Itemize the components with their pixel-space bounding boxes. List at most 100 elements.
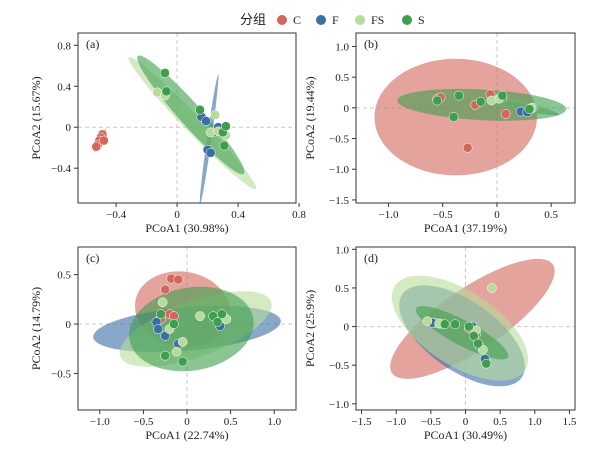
panel-d-point-s-5 (481, 358, 492, 369)
panel-b-point-s-4 (497, 90, 508, 101)
panel-d-ytick-label-2: 0 (344, 322, 350, 334)
panel-c-xtick-label-2: 0 (184, 416, 190, 428)
panel-c-ytick-label-1: 0 (66, 319, 72, 331)
panel-c-ylabel: PCoA2 (14.79%) (29, 287, 43, 370)
legend-items: C F FS S (277, 13, 425, 27)
panel-b-plot-area (356, 33, 575, 203)
legend-marker-f (316, 15, 326, 25)
panel-d-point-s-0 (439, 319, 450, 330)
panel-b-xtick-label-0: −1.0 (379, 209, 399, 221)
panel-d: −1.5 −1.0 −0.5 0 0.5 1.0 1.5−1.0−0.500.51.0PCo… (303, 244, 577, 442)
panel-b-point-s-0 (432, 95, 443, 106)
panel-c-point-s-5 (177, 356, 188, 367)
panel-b-ytick-label-0: −1.5 (329, 195, 349, 207)
panel-d-xtick-label-0: −1.5 (352, 416, 372, 428)
panel-b-ytick-label-2: −0.5 (329, 134, 349, 146)
panel-a-point-f-1 (201, 116, 211, 126)
panel-d-ylabel: PCoA2 (25.9%) (303, 290, 317, 367)
panel-a-tag: (a) (86, 37, 99, 51)
panel-c-xtick-label-4: 1.0 (267, 416, 281, 428)
panel-c-tag: (c) (86, 251, 99, 265)
panel-a-point-fs-5 (210, 110, 221, 120)
legend-title: 分组 (240, 13, 266, 28)
panel-d-ytick-label-3: 0.5 (335, 283, 349, 295)
panel-d-plot-area (356, 247, 575, 410)
legend-marker-s (402, 15, 412, 25)
legend-marker-c (277, 15, 287, 25)
panel-a-ticks: −0.4 0 0.4 0.8 −0.4 0 0.4 0.8 (51, 40, 306, 221)
panel-b-point-s-2 (475, 96, 486, 107)
panel-a-xtick-label-2: 0.4 (231, 209, 245, 221)
legend-label-fs: FS (371, 13, 384, 27)
legend-label-s: S (418, 13, 425, 27)
panel-a-ellipse-s (137, 55, 245, 175)
panel-c-ellipse-s (129, 286, 254, 372)
panel-d-xtick-label-4: 0.5 (493, 416, 507, 428)
panel-c-point-s-0 (155, 309, 166, 320)
panel-c-point-fs-5 (171, 346, 182, 357)
panel-c-point-f-1 (153, 324, 164, 334)
panel-b-point-c-4 (462, 142, 473, 153)
panel-a-ylabel: PCoA2 (15.67%) (29, 76, 43, 159)
panel-b-ylabel: PCoA2 (19.44%) (303, 76, 317, 159)
panel-d-point-s-1 (450, 319, 460, 330)
panel-c-point-s-1 (169, 319, 179, 329)
panel-b-point-s-3 (448, 112, 459, 122)
panel-c-ytick-label-2: 0.5 (57, 270, 71, 282)
panel-c-xlabel: PCoA1 (22.74%) (145, 428, 228, 442)
panel-c-plot-area (78, 247, 296, 410)
panel-a-point-s-5 (221, 121, 231, 132)
panel-b-ytick-label-5: 1.0 (335, 42, 349, 54)
panel-c-point-s-6 (217, 309, 227, 320)
panel-c-point-c-2 (160, 284, 171, 295)
panel-a-frame (77, 32, 297, 204)
panel-a-xlabel: PCoA1 (30.98%) (145, 221, 228, 235)
panel-a-point-s-1 (161, 86, 172, 97)
panel-d-xtick-label-1: −1.0 (386, 416, 406, 428)
panel-d-xtick-label-2: −0.5 (421, 416, 441, 428)
panel-c-point-fs-2 (177, 336, 188, 347)
panel-b-point-s-1 (454, 90, 464, 101)
legend-marker-fs (355, 15, 365, 25)
panel-d-ticks: −1.5 −1.0 −0.5 0 0.5 1.0 1.5−1.0−0.500.51.0 (329, 244, 577, 428)
panel-b-frame (355, 32, 576, 204)
panel-a-xtick-label-3: 0.8 (292, 209, 306, 221)
panel-b-ticks: −1.0 −0.5 0 0.5 −1.5 −1.0 −0.5 0 0.5 1.0 (329, 42, 558, 221)
legend-label-f: F (332, 13, 339, 27)
panel-d-xtick-label-6: 1.5 (563, 416, 577, 428)
panel-b-ytick-label-4: 0.5 (335, 72, 349, 84)
panel-a-point-s-2 (195, 104, 205, 115)
panel-b-ytick-label-3: 0 (344, 103, 350, 115)
panel-d-point-fs-0 (422, 316, 433, 327)
panel-a-ytick-label-0: −0.4 (51, 163, 71, 175)
panel-d-point-fs-2 (486, 283, 497, 293)
panel-c-xtick-label-3: 0.5 (224, 416, 238, 428)
panel-c-xtick-label-0: −1.0 (90, 416, 110, 428)
panel-a: −0.4 0 0.4 0.8 −0.4 0 0.4 0.8 PCoA1 (30.98%) PCoA… (29, 32, 306, 235)
panel-d-ytick-label-4: 1.0 (335, 244, 349, 256)
panel-a-point-c-4 (91, 141, 102, 152)
panel-a-ytick-label-1: 0 (66, 122, 72, 134)
panel-b-xtick-label-3: 0.5 (544, 209, 558, 221)
panel-d-tag: (d) (364, 251, 378, 265)
panel-a-point-s-0 (160, 68, 170, 78)
panel-a-point-c-5 (99, 135, 109, 146)
panel-b-point-c-3 (500, 109, 511, 119)
panel-c-point-fs-0 (157, 297, 168, 308)
panel-d-point-s-2 (464, 321, 474, 332)
panel-c-point-fs-3 (195, 311, 205, 322)
legend-label-c: C (293, 13, 301, 27)
panel-b-tag: (b) (364, 37, 378, 51)
panel-d-ytick-label-1: −0.5 (329, 360, 349, 372)
panel-d-ytick-label-0: −1.0 (329, 399, 349, 411)
panel-b-point-fs-2 (486, 95, 497, 106)
panel-b-xlabel: PCoA1 (37.19%) (424, 221, 507, 235)
panel-d-point-s-3 (468, 330, 479, 341)
panel-a-xtick-label-0: −0.4 (106, 209, 126, 221)
panel-c-point-s-4 (160, 350, 171, 361)
panel-a-ytick-label-3: 0.8 (57, 40, 71, 52)
panel-a-xtick-label-1: 0 (174, 209, 180, 221)
panel-b-ytick-label-1: −1.0 (329, 164, 349, 176)
